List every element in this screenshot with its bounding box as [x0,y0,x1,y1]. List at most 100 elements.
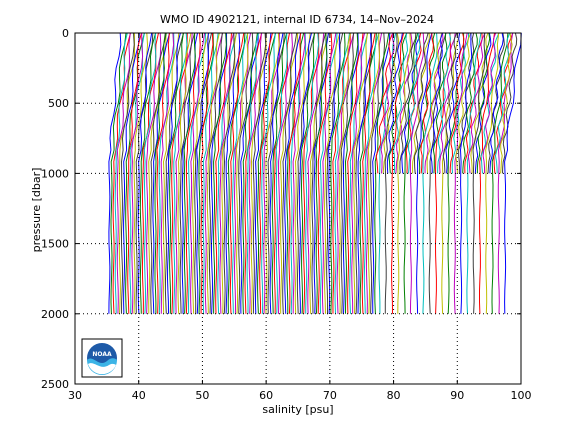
profile-line [403,32,419,314]
x-tick-label: 70 [323,389,337,402]
profile-line [298,32,312,314]
profile-line [235,32,249,314]
x-tick-label: 30 [68,389,82,402]
y-tick-label: 1500 [41,238,69,251]
profile-line [353,32,368,314]
profile-line [370,32,386,314]
profile-line [116,32,131,314]
profile-line [311,32,327,314]
y-tick-label: 2500 [41,378,69,391]
profile-line [192,32,210,314]
profile-line [292,32,306,314]
profile-line [491,32,509,314]
y-tick-label: 1000 [41,167,69,180]
profile-line [359,32,377,314]
profile-line [482,32,497,174]
profile-line [432,32,448,174]
profile-line [261,32,276,314]
profile-line [340,32,355,314]
profile-line [476,32,491,174]
profile-line [319,32,338,314]
y-axis-label: pressure [dbar] [30,168,43,253]
profile-line [173,32,188,314]
profile-line [133,32,149,314]
profile-line [129,32,145,314]
profile-line [439,32,456,174]
profile-line [248,32,262,314]
profile-line [166,32,181,314]
profile-line [365,32,383,314]
profile-line [305,32,320,314]
profile-line [430,32,443,174]
x-tick-label: 60 [259,389,273,402]
profile-line [472,32,486,314]
x-tick-label: 40 [132,389,146,402]
profile-line [504,32,522,314]
x-tick-label: 100 [511,389,532,402]
profile-line [422,32,438,314]
profile-line [206,32,220,314]
plot-frame [74,32,522,385]
profile-line [313,32,329,314]
x-tick-label: 80 [387,389,401,402]
profile-line [240,32,259,314]
profile-line [441,32,461,314]
profile-line [467,32,486,174]
profile-line [200,32,214,314]
profile-line [215,32,232,314]
profile-line [219,32,235,314]
profile-line [275,32,288,314]
profile-line [375,32,394,174]
profile-line [277,32,293,314]
profile-line [442,32,458,174]
profile-line [459,33,473,314]
profile-line [146,32,162,314]
profile-line [390,32,405,314]
profile-line [351,32,366,314]
profile-line [420,32,434,174]
profile-line [252,32,267,314]
profile-line [323,32,341,314]
profile-line [123,32,140,314]
profile-line [148,32,167,314]
profile-line [267,32,285,314]
x-axis: 30 40 50 60 70 80 90 100 [68,33,532,402]
profile-line [284,32,302,314]
profile-line [317,32,333,314]
profile-line [183,32,196,314]
profile-line [405,32,422,174]
profile-line [384,32,398,314]
profile-line [449,32,465,174]
profile-line [139,32,157,314]
y-axis: 0 500 1000 1500 2000 2500 [41,27,521,391]
profile-line [330,32,346,314]
profile-line [156,32,170,314]
noaa-logo: NOAA [81,338,123,378]
profile-line [227,32,246,314]
profile-line [487,32,505,174]
profile-line [187,32,206,314]
profile-line [332,32,351,314]
profile-line [347,32,364,314]
profile-line [489,32,504,174]
profile-line [307,32,325,314]
y-tick-label: 2000 [41,308,69,321]
profile-line [273,32,290,314]
profile-line [380,33,395,174]
profile-line [327,32,341,314]
svg-text:NOAA: NOAA [92,351,112,358]
profile-line [135,32,154,314]
profile-line [399,32,417,174]
profile-line [280,32,299,314]
profile-line [221,32,237,314]
profile-line [254,32,272,314]
profile-line [288,32,302,314]
profile-line [413,32,429,174]
profile-line [271,32,288,314]
x-tick-label: 90 [450,389,464,402]
profile-line [259,32,273,314]
profile-line [367,33,381,314]
profile-line [445,32,461,174]
profile-line [169,32,184,314]
